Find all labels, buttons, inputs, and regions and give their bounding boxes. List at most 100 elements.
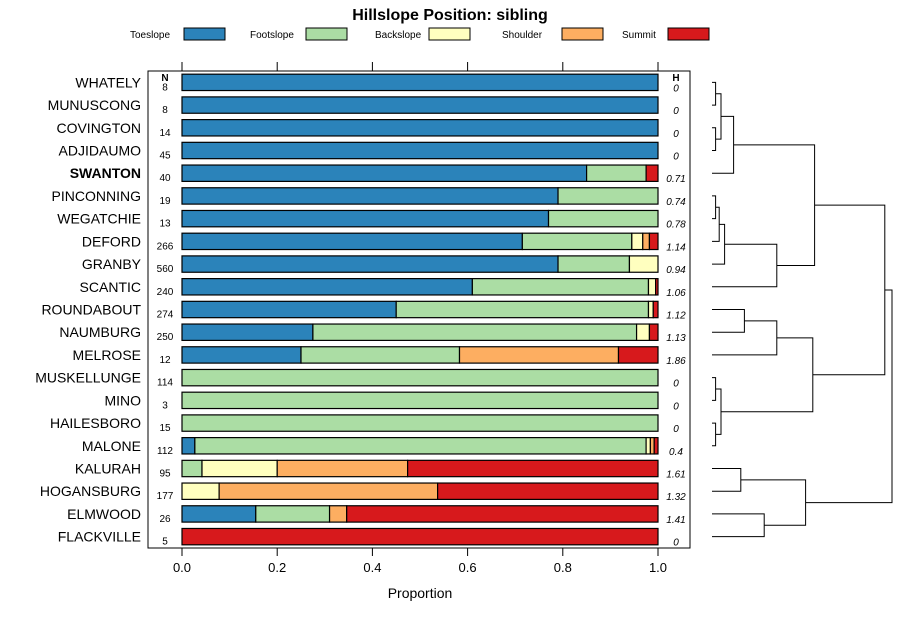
h-value-adjidaumo: 0	[673, 152, 679, 163]
legend-swatch-toeslope	[183, 27, 226, 41]
bar-malone-backslope	[645, 437, 651, 455]
bar-roundabout-footslope	[395, 300, 650, 319]
bar-malone-footslope	[194, 437, 647, 455]
n-value-granby: 560	[157, 264, 174, 275]
bar-deford-footslope	[521, 232, 633, 251]
chart-title: Hillslope Position: sibling	[352, 7, 548, 24]
category-label-granby: GRANBY	[82, 256, 142, 272]
bar-scantic-summit	[655, 278, 659, 296]
bar-roundabout-summit	[652, 300, 659, 319]
bar-roundabout-backslope	[647, 300, 654, 319]
n-value-roundabout: 274	[157, 310, 174, 321]
n-value-malone: 112	[157, 446, 173, 457]
bar-granby-backslope	[628, 255, 659, 273]
category-label-swanton: SWANTON	[70, 165, 141, 181]
legend-label-footslope: Footslope	[250, 30, 294, 41]
n-value-covington: 14	[159, 128, 171, 139]
legend: Toeslope Footslope Backslope Shoulder Summit	[130, 27, 710, 41]
bar-elmwood-shoulder	[328, 505, 348, 523]
category-label-malone: MALONE	[82, 438, 141, 454]
bar-granby-footslope	[557, 255, 631, 273]
legend-swatch-footslope	[305, 27, 348, 41]
bar-muskellunge-footslope	[181, 368, 659, 387]
bar-deford-shoulder	[642, 232, 651, 251]
n-value-flackville: 5	[162, 537, 168, 548]
bar-deford-backslope	[631, 232, 644, 251]
h-value-whately: 0	[673, 83, 679, 94]
n-labels: 8 8 14 45 40 19 13 266 560 240 274 250 12 114 3 15 112 95…	[157, 82, 174, 547]
h-value-pinconning: 0.74	[666, 197, 686, 208]
bar-malone-summit	[653, 437, 659, 455]
category-label-pinconning: PINCONNING	[52, 188, 141, 204]
bar-adjidaumo-toeslope	[181, 141, 659, 160]
h-value-deford: 1.14	[666, 242, 686, 253]
n-value-naumburg: 250	[157, 332, 174, 343]
legend-label-toeslope: Toeslope	[130, 30, 170, 41]
top-axis-ticks	[181, 62, 659, 71]
bar-mino-footslope	[181, 391, 659, 410]
dendrogram-merge-2	[712, 127, 717, 151]
h-value-munuscong: 0	[673, 106, 679, 117]
h-value-elmwood: 1.41	[666, 515, 685, 526]
bar-melrose-shoulder	[458, 346, 620, 364]
dendrogram-merge-15	[721, 337, 814, 413]
bar-granby-toeslope	[181, 255, 559, 273]
h-value-mino: 0	[673, 401, 679, 412]
legend-label-summit: Summit	[622, 30, 656, 41]
category-label-flackville: FLACKVILLE	[58, 529, 141, 545]
category-label-whately: WHATELY	[75, 74, 141, 90]
h-value-swanton: 0.71	[666, 174, 685, 185]
dendrogram-merge-5	[712, 195, 717, 220]
dendrogram-merge-7	[712, 223, 726, 265]
bar-kalurah-footslope	[181, 459, 203, 478]
bar-pinconning-toeslope	[181, 187, 559, 205]
bar-kalurah-backslope	[201, 459, 278, 478]
n-value-kalurah: 95	[159, 469, 171, 480]
x-tick-label-3: 0.6	[459, 560, 477, 575]
category-label-wegatchie: WEGATCHIE	[57, 211, 141, 227]
category-label-deford: DEFORD	[82, 233, 141, 249]
dendrogram-merge-10	[712, 309, 745, 333]
legend-label-shoulder: Shoulder	[502, 30, 543, 41]
bar-wegatchie-toeslope	[181, 209, 550, 228]
n-value-mino: 3	[162, 400, 168, 411]
x-tick-label-0: 0.0	[173, 560, 191, 575]
bar-naumburg-footslope	[312, 323, 638, 341]
dendrogram-merge-8	[712, 243, 778, 288]
category-label-hailesboro: HAILESBORO	[50, 415, 141, 431]
bars	[181, 73, 659, 546]
bar-deford-summit	[648, 232, 659, 251]
category-label-kalurah: KALURAH	[75, 461, 141, 477]
n-value-hogansburg: 177	[157, 491, 174, 502]
dendrogram-merge-3	[715, 93, 722, 140]
legend-swatch-summit	[667, 27, 710, 41]
h-labels: 0 0 0 0 0.71 0.74 0.78 1.14 0.94 1.06 1.12 1.13 1.86…	[666, 83, 686, 548]
bar-naumburg-backslope	[635, 323, 651, 341]
bar-swanton-footslope	[585, 164, 647, 182]
h-value-wegatchie: 0.78	[666, 220, 686, 231]
bar-swanton-toeslope	[181, 164, 588, 182]
category-labels: WHATELY MUNUSCONG COVINGTON ADJIDAUMO SWANTO…	[35, 74, 141, 544]
category-label-muskellunge: MUSKELLUNGE	[35, 370, 141, 386]
n-value-melrose: 12	[159, 355, 171, 366]
bar-malone-toeslope	[181, 437, 196, 455]
legend-swatch-backslope	[428, 27, 471, 41]
bar-hogansburg-backslope	[181, 482, 220, 500]
h-value-roundabout: 1.12	[666, 311, 686, 322]
bar-elmwood-toeslope	[181, 505, 257, 523]
bar-melrose-footslope	[300, 346, 461, 364]
bar-melrose-toeslope	[181, 346, 302, 364]
dendrogram-merge-9	[733, 144, 816, 266]
bar-scantic-footslope	[471, 278, 650, 296]
n-value-adjidaumo: 45	[159, 151, 171, 162]
legend-swatch-shoulder	[561, 27, 604, 41]
x-tick-label-2: 0.4	[363, 560, 381, 575]
dendrogram-merge-20	[805, 289, 893, 504]
h-value-scantic: 1.06	[666, 288, 686, 299]
n-value-scantic: 240	[157, 287, 174, 298]
category-label-mino: MINO	[104, 392, 141, 408]
n-value-pinconning: 19	[159, 196, 171, 207]
x-tick-label-1: 0.2	[268, 560, 286, 575]
bar-swanton-summit	[645, 164, 659, 182]
